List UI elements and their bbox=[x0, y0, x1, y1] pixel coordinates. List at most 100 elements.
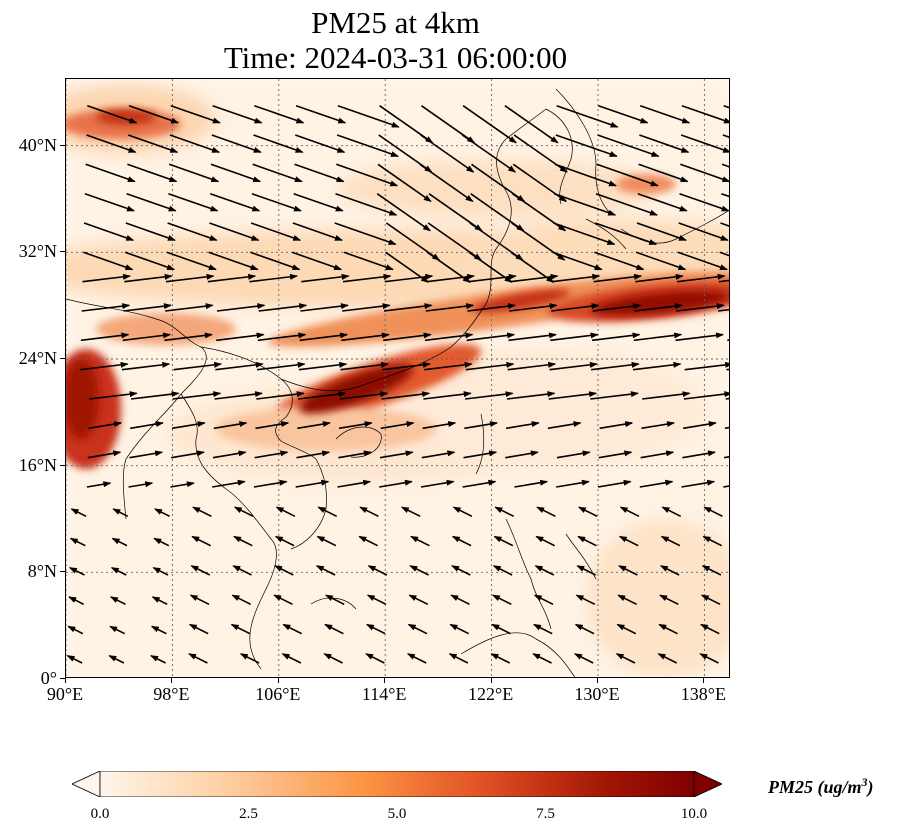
latitude-tick-label: 16°N bbox=[18, 454, 57, 475]
latitude-tick-mark bbox=[60, 678, 65, 679]
wind-arrow bbox=[275, 506, 296, 518]
wind-arrow bbox=[619, 506, 640, 518]
wind-arrow bbox=[256, 391, 305, 400]
wind-arrow bbox=[451, 565, 471, 576]
wind-arrow bbox=[338, 450, 372, 459]
wind-arrow bbox=[274, 565, 294, 576]
colorbar bbox=[72, 771, 722, 797]
wind-arrow bbox=[257, 332, 307, 342]
wind-arrow bbox=[468, 273, 517, 283]
wind-arrow bbox=[359, 506, 379, 518]
wind-arrow bbox=[123, 303, 172, 312]
wind-arrow bbox=[464, 421, 498, 430]
longitude-tick-mark bbox=[277, 678, 279, 683]
graticule bbox=[66, 79, 729, 677]
wind-arrow bbox=[465, 391, 514, 400]
wind-arrow bbox=[682, 450, 716, 459]
wind-arrow bbox=[87, 104, 138, 124]
wind-arrow bbox=[298, 361, 348, 371]
wind-arrow bbox=[109, 625, 126, 635]
wind-arrow bbox=[250, 222, 302, 241]
wind-arrow bbox=[578, 506, 598, 518]
wind-arrow bbox=[535, 535, 555, 547]
wind-arrow bbox=[250, 251, 301, 271]
wind-arrow bbox=[676, 303, 725, 312]
wind-arrow bbox=[335, 192, 398, 216]
colorbar-gradient bbox=[99, 771, 695, 797]
wind-arrow bbox=[122, 332, 172, 342]
wind-arrow bbox=[295, 104, 347, 124]
wind-arrow bbox=[400, 506, 421, 518]
wind-arrow bbox=[339, 391, 389, 400]
wind-arrow bbox=[505, 421, 540, 430]
wind-arrow bbox=[618, 565, 638, 576]
wind-arrow bbox=[209, 192, 261, 212]
wind-arrow bbox=[188, 623, 209, 635]
wind-arrow bbox=[297, 421, 331, 430]
wind-arrow bbox=[639, 104, 691, 124]
wind-arrow bbox=[325, 594, 345, 606]
wind-arrow bbox=[254, 104, 305, 124]
wind-arrow bbox=[67, 625, 84, 635]
pm25-concentration-field bbox=[66, 79, 729, 677]
wind-arrow bbox=[82, 273, 131, 283]
wind-arrow bbox=[190, 565, 211, 576]
wind-arrow bbox=[129, 450, 164, 459]
wind-arrow bbox=[83, 251, 134, 271]
wind-arrow bbox=[617, 594, 637, 606]
wind-arrow bbox=[642, 391, 691, 400]
wind-arrow bbox=[549, 361, 598, 371]
wind-arrow bbox=[84, 192, 135, 212]
wind-arrow bbox=[377, 163, 432, 203]
wind-arrow bbox=[461, 134, 517, 173]
wind-arrow bbox=[165, 303, 214, 312]
wind-arrow bbox=[658, 623, 678, 635]
latitude-tick-label: 0° bbox=[40, 668, 57, 688]
wind-arrow bbox=[680, 134, 729, 153]
wind-arrow bbox=[451, 535, 472, 547]
colorbar-tick-label: 5.0 bbox=[387, 806, 407, 822]
wind-arrow bbox=[657, 653, 678, 664]
wind-arrow bbox=[164, 332, 213, 342]
wind-arrow bbox=[298, 391, 347, 400]
wind-arrow bbox=[293, 192, 344, 212]
wind-arrow bbox=[252, 163, 303, 183]
wind-arrow bbox=[171, 421, 206, 430]
wind-arrow bbox=[169, 134, 221, 153]
wind-arrow bbox=[151, 596, 168, 606]
wind-arrow bbox=[700, 594, 721, 606]
wind-arrow bbox=[170, 481, 195, 488]
wind-arrow bbox=[633, 332, 683, 342]
wind-arrow bbox=[701, 565, 722, 576]
longitude-tick-mark bbox=[703, 678, 705, 683]
wind-arrow bbox=[407, 623, 428, 635]
wind-arrow bbox=[384, 273, 434, 283]
wind-arrow bbox=[80, 332, 130, 342]
wind-arrow bbox=[493, 535, 514, 547]
wind-arrow bbox=[153, 537, 170, 547]
wind-arrow bbox=[299, 332, 349, 342]
wind-arrow bbox=[595, 192, 658, 216]
wind-arrow bbox=[165, 273, 215, 283]
wind-arrow bbox=[420, 479, 455, 488]
wind-arrow bbox=[590, 391, 639, 400]
wind-arrow bbox=[514, 479, 549, 488]
wind-arrow bbox=[209, 222, 260, 241]
wind-arrow bbox=[128, 104, 180, 124]
wind-arrow bbox=[231, 594, 252, 606]
wind-arrow bbox=[86, 134, 137, 153]
wind-arrow bbox=[232, 565, 252, 576]
wind-arrow bbox=[70, 508, 87, 518]
wind-arrow bbox=[684, 361, 729, 371]
wind-arrow bbox=[659, 565, 680, 576]
wind-arrow bbox=[719, 251, 729, 257]
wind-arrow bbox=[112, 508, 129, 518]
wind-arrow bbox=[282, 623, 303, 635]
wind-arrow bbox=[281, 653, 302, 664]
wind-arrow bbox=[212, 104, 263, 124]
wind-arrow bbox=[210, 163, 262, 183]
wind-arrow bbox=[450, 594, 470, 606]
wind-arrow bbox=[675, 332, 724, 342]
wind-arrow bbox=[597, 134, 660, 158]
colorbar-tick-label: 2.5 bbox=[239, 806, 258, 822]
